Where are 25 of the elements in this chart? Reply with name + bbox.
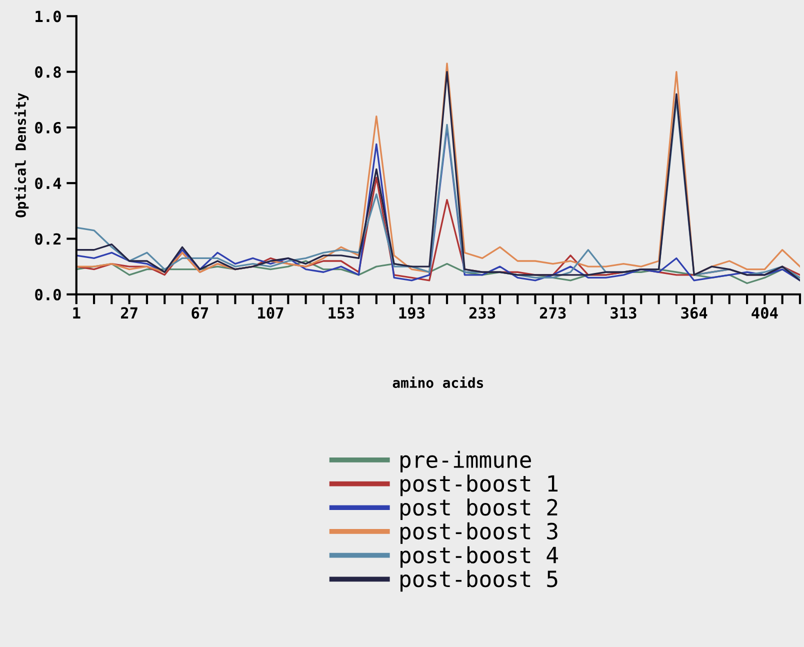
y-tick-label: 0.8 — [35, 66, 61, 78]
y-tick-label: 0.2 — [35, 233, 61, 245]
y-tick-label: 0.4 — [35, 178, 62, 190]
x-tick-label: 1 — [73, 307, 80, 318]
x-tick-label: 107 — [258, 307, 284, 319]
y-tick-label: 1.0 — [36, 10, 61, 22]
legend-label: post-boost 1 — [400, 474, 558, 496]
legend-label: post-boost 5 — [400, 570, 558, 592]
x-tick-label: 27 — [120, 307, 138, 318]
x-tick-label: 364 — [681, 307, 708, 319]
x-tick-label: 273 — [540, 307, 566, 319]
x-tick-label: 313 — [610, 307, 636, 319]
x-axis-title: amino acids — [392, 376, 484, 388]
legend-label: post boost 2 — [400, 498, 558, 520]
y-tick-label: 0.0 — [35, 288, 61, 300]
legend-label: post-boost 4 — [400, 546, 558, 568]
x-tick-label: 153 — [328, 307, 354, 319]
legend-label: post-boost 3 — [400, 522, 558, 544]
y-axis-title: Optical Density — [14, 92, 29, 218]
x-tick-label: 67 — [192, 307, 208, 319]
x-tick-label: 233 — [469, 307, 496, 319]
x-tick-label: 193 — [399, 307, 425, 319]
y-tick-label: 0.6 — [35, 122, 61, 134]
x-tick-label: 404 — [752, 307, 778, 319]
legend-label: pre-immune — [400, 450, 531, 472]
